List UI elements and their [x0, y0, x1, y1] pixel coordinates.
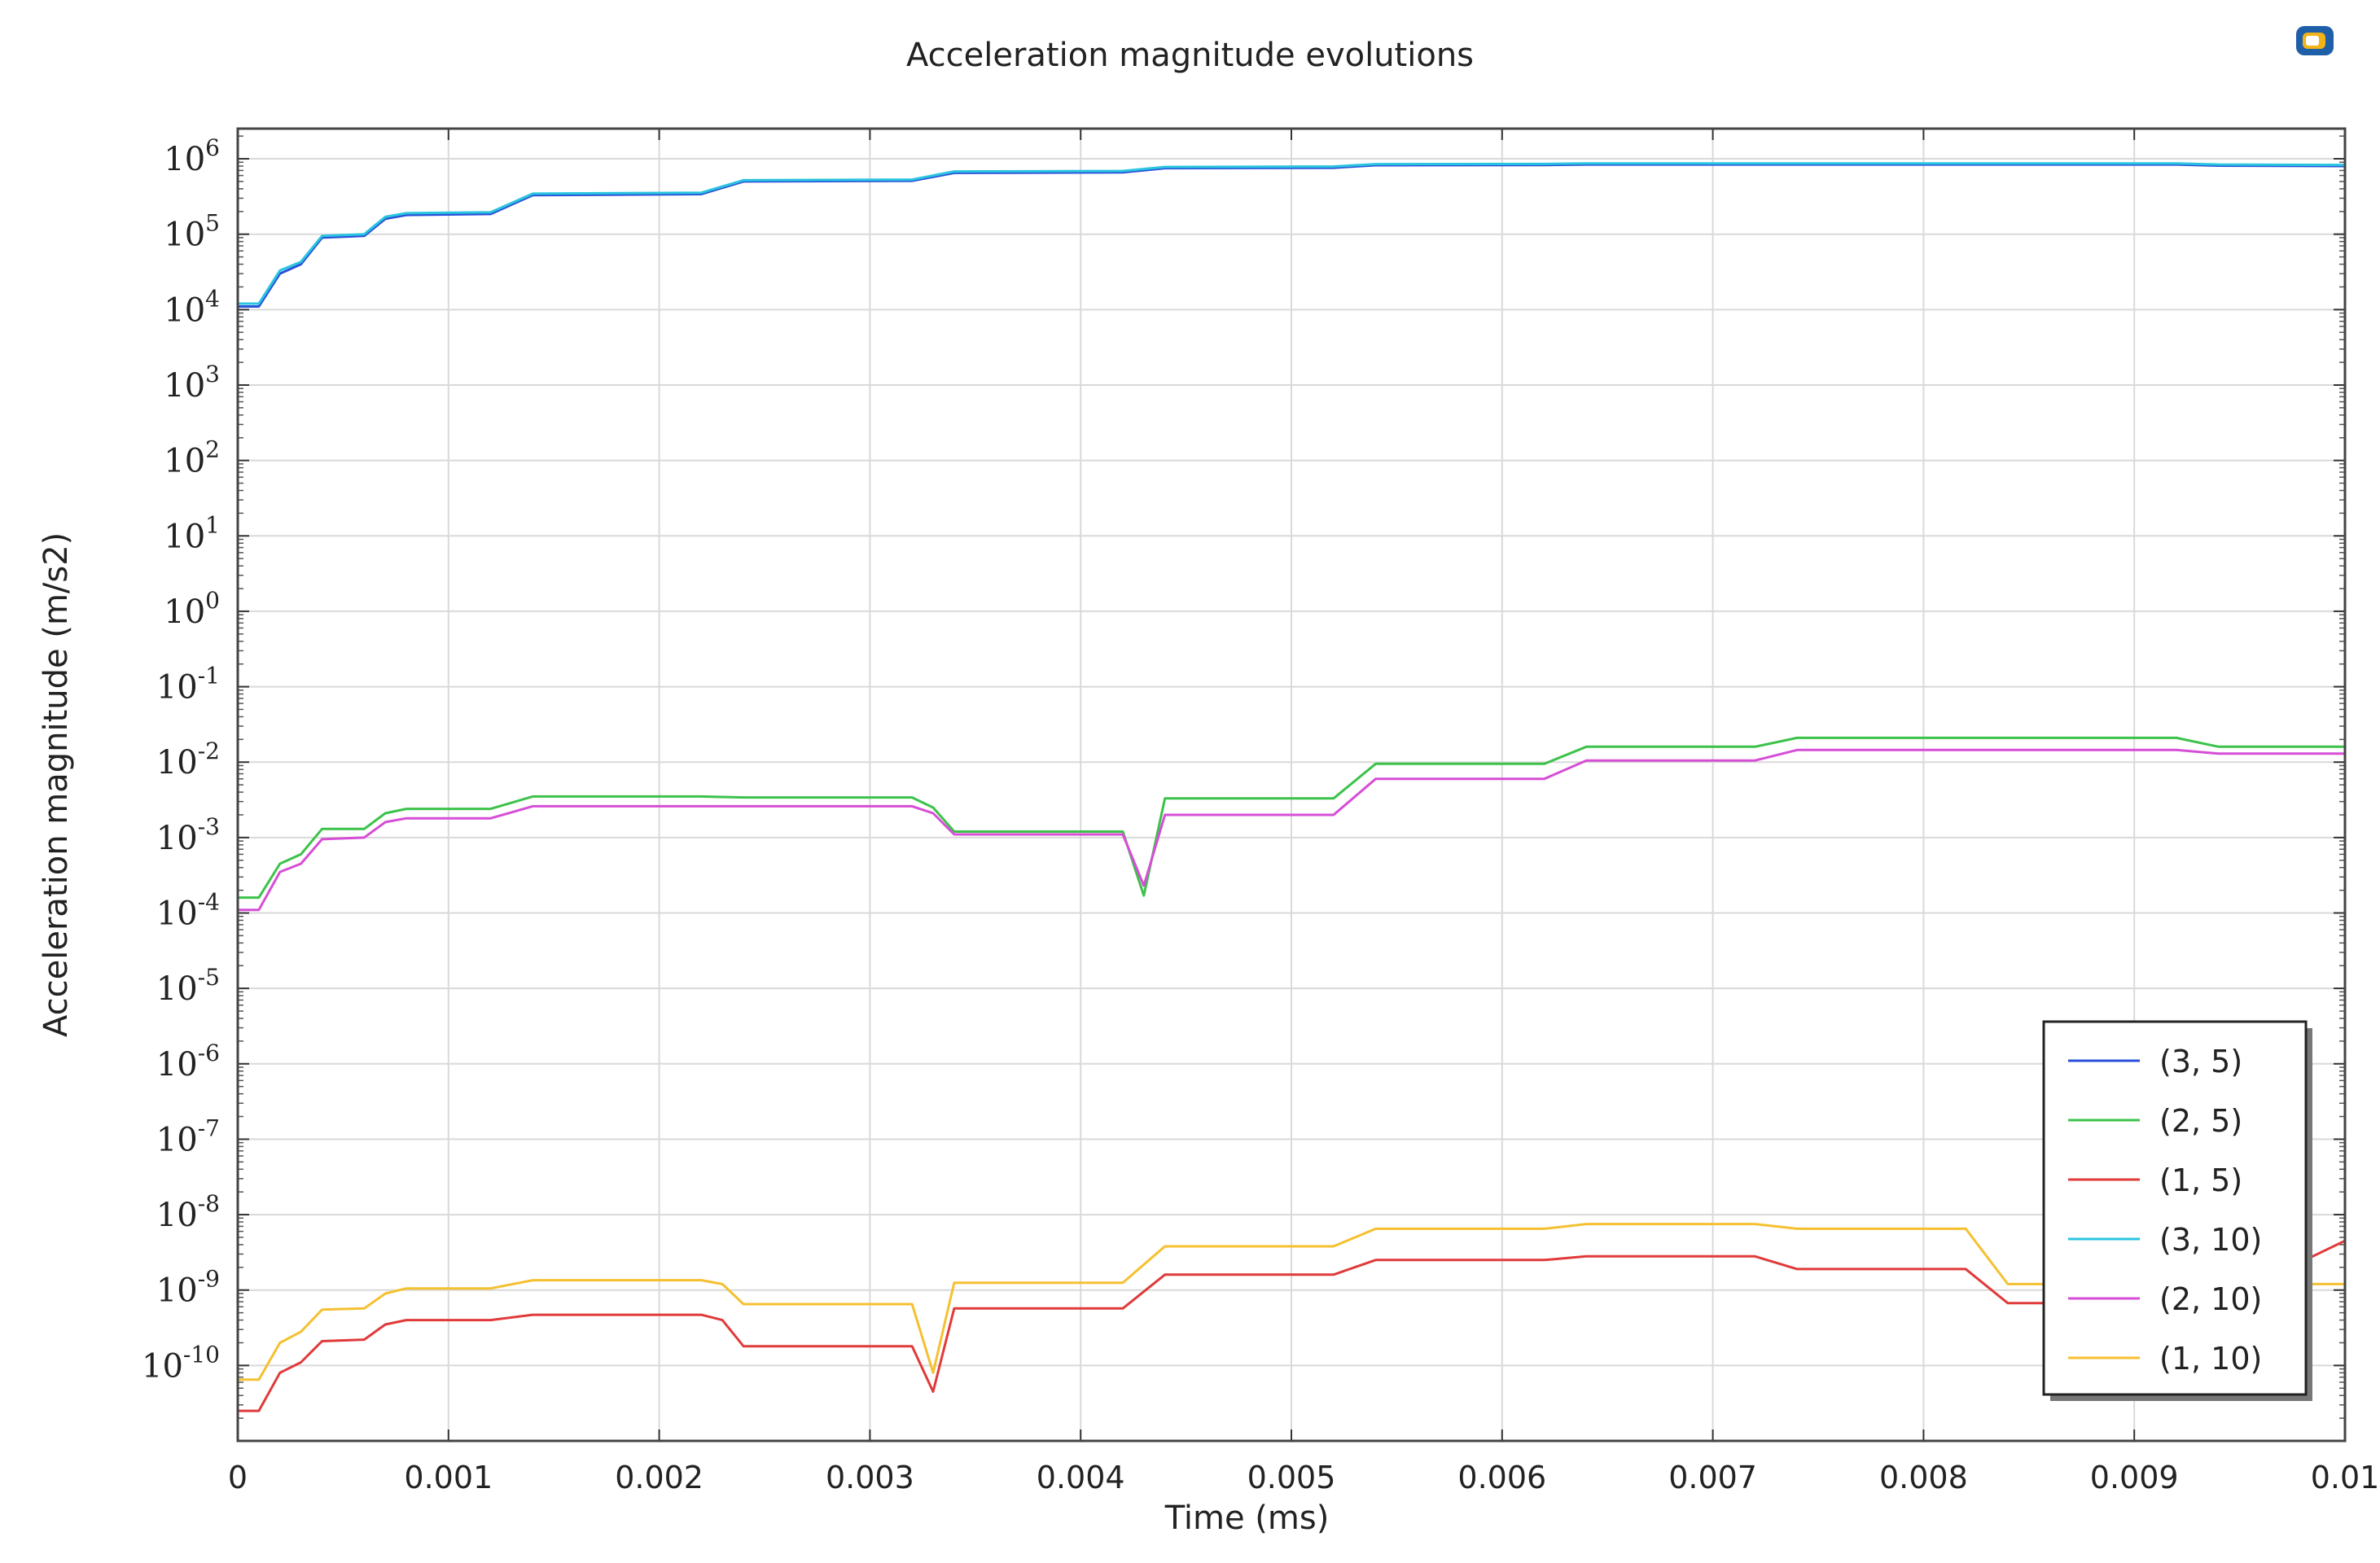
legend-entry: (2, 5): [2159, 1103, 2242, 1139]
plot-frame: [236, 127, 2347, 1443]
chart-title: Acceleration magnitude evolutions: [905, 37, 1475, 74]
y-tick-label: 102: [164, 436, 220, 480]
legend: [2042, 1020, 2308, 1396]
y-tick-label: 10-6: [156, 1040, 220, 1084]
legend-entry: (3, 5): [2159, 1044, 2242, 1079]
series-line-2: [238, 736, 2345, 900]
legend-entry: (2, 10): [2159, 1281, 2262, 1317]
legend-entry: (3, 10): [2159, 1222, 2262, 1258]
legend-entry: (1, 5): [2159, 1162, 2242, 1198]
y-tick-label: 101: [164, 511, 220, 555]
y-tick-label: 100: [164, 587, 220, 631]
y-tick-label: 10-4: [156, 888, 220, 932]
y-tick-label: 10-7: [156, 1114, 220, 1158]
app-logo-icon: [2296, 26, 2334, 55]
legend-entry: (1, 10): [2159, 1341, 2262, 1377]
y-tick-label: 103: [164, 361, 220, 405]
x-tick-label: 0.002: [615, 1460, 703, 1495]
series-line-3: [238, 1239, 2346, 1412]
x-tick-label: 0.008: [1879, 1460, 1968, 1495]
y-tick-label: 10-2: [156, 738, 220, 782]
series-line-6: [238, 1223, 2345, 1381]
x-tick-label: 0.009: [2090, 1460, 2179, 1495]
y-tick-label: 104: [164, 285, 220, 329]
x-tick-label: 0: [228, 1460, 248, 1495]
x-tick-label: 0.003: [826, 1460, 914, 1495]
y-tick-label: 105: [164, 210, 220, 254]
series-line-4: [238, 162, 2346, 305]
y-axis-label: Acceleration magnitude (m/s2): [37, 532, 75, 1037]
y-tick-label: 10-9: [156, 1266, 220, 1310]
x-tick-label: 0.001: [404, 1460, 493, 1495]
y-tick-label: 10-10: [142, 1341, 220, 1385]
x-tick-label: 0.004: [1037, 1460, 1125, 1495]
x-tick-label: 0.007: [1668, 1460, 1757, 1495]
y-tick-label: 10-8: [156, 1190, 220, 1234]
x-tick-label: 0.006: [1457, 1460, 1546, 1495]
x-tick-label: 0.01: [2311, 1460, 2380, 1495]
y-tick-label: 10-5: [156, 964, 220, 1008]
x-axis-label: Time (ms): [1164, 1500, 1330, 1537]
y-tick-label: 10-3: [156, 813, 220, 857]
series-line-5: [238, 748, 2345, 912]
x-tick-label: 0.005: [1247, 1460, 1336, 1495]
y-tick-label: 10-1: [156, 663, 220, 707]
y-tick-label: 106: [164, 134, 220, 178]
